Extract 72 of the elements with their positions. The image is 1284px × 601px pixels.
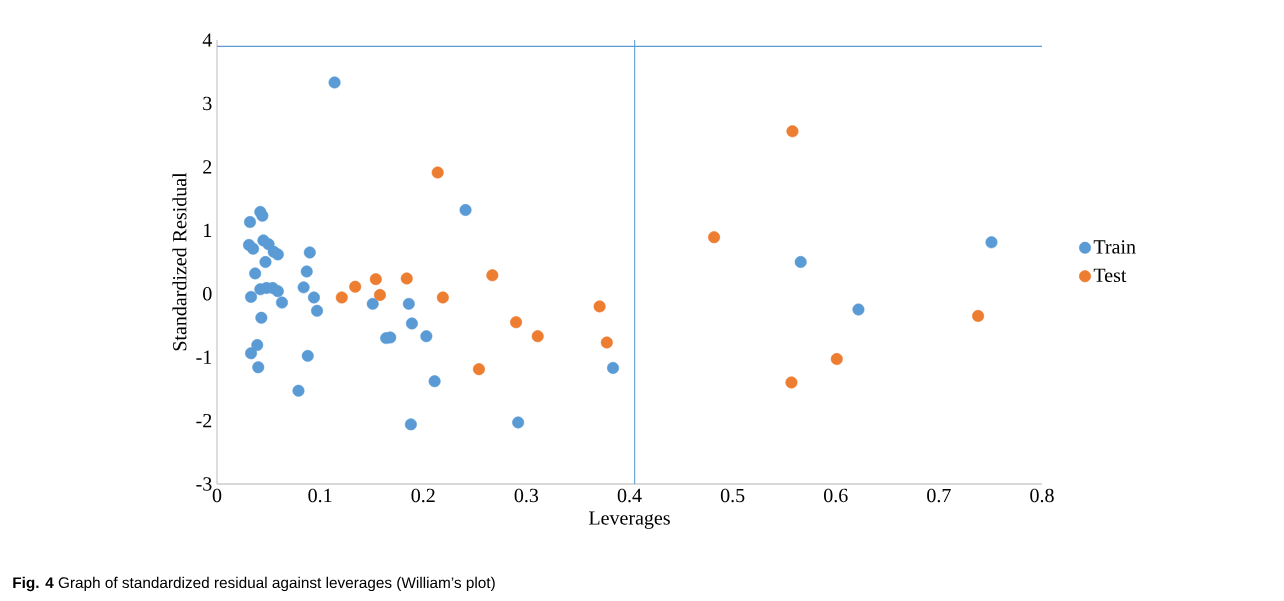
point (472, 363, 485, 376)
y-tick-label: 4 (202, 33, 212, 47)
y-tick-label: -1 (196, 350, 212, 364)
point (402, 297, 415, 310)
x-tick-label: 0.4 (617, 488, 642, 503)
x-tick-label: 0.1 (308, 488, 332, 503)
point (985, 236, 998, 249)
point (607, 361, 620, 374)
point (428, 375, 441, 388)
point (486, 269, 499, 282)
y-tick-label: -2 (196, 413, 212, 428)
y-tick-label: -3 (196, 477, 212, 491)
point (420, 330, 433, 343)
point (366, 297, 379, 310)
point (369, 273, 382, 286)
point (404, 418, 417, 431)
point (400, 272, 413, 285)
point (708, 231, 721, 244)
point (512, 416, 525, 429)
point (247, 242, 260, 255)
point (245, 290, 258, 303)
point (531, 330, 544, 343)
y-tick-label: 3 (203, 96, 212, 111)
point (252, 361, 265, 374)
point (244, 216, 257, 229)
point (431, 166, 444, 179)
point (785, 376, 798, 389)
point (349, 280, 362, 293)
y-tick-label: 1 (204, 223, 212, 237)
point (301, 349, 314, 362)
point (328, 76, 341, 89)
point (830, 353, 843, 366)
x-tick-label: 0.5 (720, 488, 745, 503)
point (794, 256, 807, 269)
point (335, 291, 348, 304)
x-tick-label: 0.8 (1030, 488, 1054, 503)
point (852, 303, 865, 316)
point (249, 267, 262, 280)
point (255, 311, 268, 324)
point (245, 347, 258, 360)
point (436, 291, 449, 304)
point (256, 209, 269, 222)
point (510, 316, 523, 329)
y-tick-label: 2 (203, 160, 212, 174)
text: Fig. 4 Graph of standardized residual against leverages (William’s plot) (13, 576, 495, 592)
point (271, 285, 284, 298)
point (373, 288, 386, 301)
point (259, 256, 272, 269)
y-axis-title: Standardized Residual (172, 172, 187, 351)
point (300, 265, 313, 278)
x-tick-label: 0.3 (514, 488, 539, 503)
point (307, 291, 320, 304)
point (303, 246, 316, 259)
point (311, 304, 324, 317)
point (786, 125, 799, 138)
point (297, 281, 310, 294)
y-tick-label: 0 (203, 286, 212, 301)
point (292, 384, 305, 397)
point (600, 336, 613, 349)
legend-label: Test (1093, 268, 1127, 283)
x-tick-label: 0.6 (824, 488, 848, 503)
point (593, 300, 606, 313)
x-tick-label: 0.7 (927, 488, 951, 503)
point (972, 309, 985, 322)
x-axis-title: Leverages (589, 511, 670, 529)
point (405, 317, 418, 330)
x-tick-label: 0.2 (411, 488, 435, 503)
point (275, 296, 288, 309)
legend-label: Train (1093, 240, 1136, 254)
point (271, 248, 284, 261)
point (251, 339, 264, 352)
point (459, 203, 472, 216)
